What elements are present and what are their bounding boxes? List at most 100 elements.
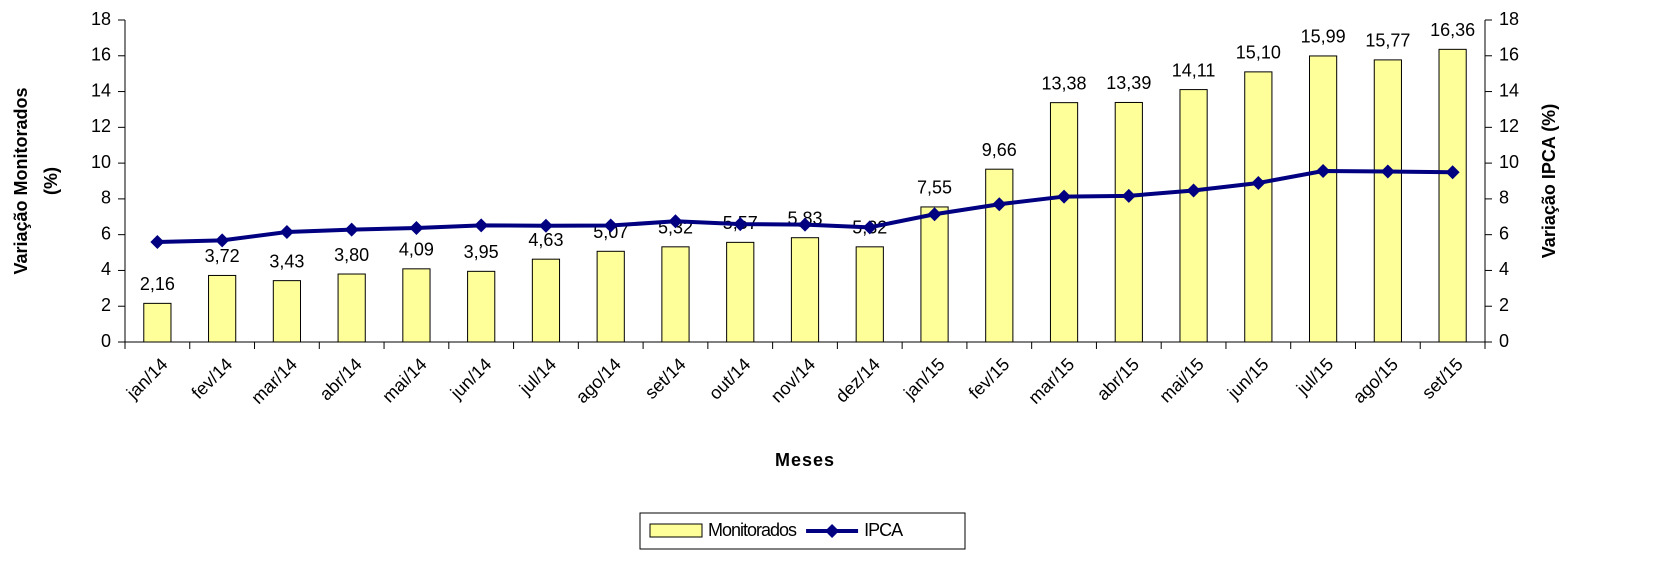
y-tick-label: 4 xyxy=(101,259,111,279)
value-label: 7,55 xyxy=(917,178,952,198)
marker xyxy=(992,197,1007,212)
value-label: 13,38 xyxy=(1042,73,1087,93)
y-tick-label: 8 xyxy=(101,188,111,208)
marker xyxy=(538,218,553,233)
y-tick-label: 0 xyxy=(101,331,111,351)
bar xyxy=(1179,89,1208,343)
value-label: 15,99 xyxy=(1301,27,1346,47)
value-label: 4,09 xyxy=(399,240,434,260)
y2-tick-label: 6 xyxy=(1499,223,1509,243)
x-tick-label: set/14 xyxy=(641,354,690,403)
bar xyxy=(1308,55,1338,343)
value-label: 14,11 xyxy=(1172,60,1216,80)
value-label: 3,95 xyxy=(464,242,499,262)
x-axis-title: Meses xyxy=(775,450,835,470)
y-tick-label: 18 xyxy=(91,9,111,29)
y2-tick-label: 16 xyxy=(1499,45,1519,65)
bar xyxy=(985,168,1014,343)
bar xyxy=(726,241,755,343)
y-tick-label: 16 xyxy=(91,45,111,65)
marker xyxy=(150,235,165,250)
x-tick-label: fev/14 xyxy=(188,354,237,403)
value-label: 13,39 xyxy=(1106,73,1151,93)
bar xyxy=(1373,59,1402,343)
x-tick-label: out/14 xyxy=(705,354,755,404)
value-label: 16,36 xyxy=(1430,20,1475,40)
value-label: 3,43 xyxy=(269,251,304,271)
x-tick-label: set/15 xyxy=(1418,354,1467,403)
y2-axis-title: Variação IPCA (%) xyxy=(1539,104,1559,258)
x-tick-label: jun/15 xyxy=(1223,354,1273,404)
marker xyxy=(409,221,424,236)
y2-tick-label: 12 xyxy=(1499,116,1519,136)
x-tick-label: abr/14 xyxy=(316,354,366,404)
bar xyxy=(1244,71,1273,343)
x-tick-label: ago/15 xyxy=(1349,354,1402,407)
x-tick-label: jul/15 xyxy=(1292,354,1337,399)
bar xyxy=(467,270,496,343)
legend: Monitorados IPCA xyxy=(639,512,966,550)
bar xyxy=(661,246,690,343)
x-tick-label: ago/14 xyxy=(572,354,625,407)
x-tick-label: abr/15 xyxy=(1093,354,1143,404)
x-tick-label: nov/14 xyxy=(767,354,819,406)
y2-tick-label: 8 xyxy=(1499,188,1509,208)
legend-swatch xyxy=(649,523,703,538)
y-tick-label: 10 xyxy=(91,152,111,172)
x-tick-label: dez/14 xyxy=(832,354,884,406)
marker xyxy=(862,220,877,235)
value-label: 3,72 xyxy=(205,246,240,266)
legend-marker xyxy=(825,524,840,538)
y2-tick-label: 10 xyxy=(1499,152,1519,172)
marker xyxy=(1121,188,1136,203)
bar xyxy=(790,237,820,343)
bar xyxy=(143,302,172,343)
y2-tick-label: 14 xyxy=(1499,80,1519,100)
marker xyxy=(279,224,294,239)
marker xyxy=(1380,164,1395,179)
marker xyxy=(1186,183,1201,198)
bar xyxy=(855,246,884,343)
bar xyxy=(596,250,625,343)
bar xyxy=(1438,48,1467,343)
bar xyxy=(1049,102,1079,343)
legend-label: Monitorados xyxy=(708,520,797,540)
marker xyxy=(1316,163,1331,178)
legend-box xyxy=(639,512,966,550)
marker xyxy=(603,218,618,233)
bar xyxy=(920,206,949,343)
marker xyxy=(474,218,489,233)
x-tick-label: jan/14 xyxy=(122,354,172,404)
value-label: 15,77 xyxy=(1365,31,1410,51)
bar xyxy=(402,268,431,343)
bar xyxy=(531,258,561,343)
value-label: 4,63 xyxy=(528,230,563,250)
bar xyxy=(337,273,366,343)
bar xyxy=(272,280,302,343)
y2-tick-label: 2 xyxy=(1499,295,1509,315)
y-tick-label: 6 xyxy=(101,223,111,243)
y2-tick-label: 0 xyxy=(1499,331,1509,351)
x-tick-label: mai/14 xyxy=(378,354,430,406)
marker xyxy=(1251,175,1266,190)
marker xyxy=(668,214,683,229)
marker xyxy=(927,207,942,222)
marker xyxy=(215,233,230,248)
value-label: 9,66 xyxy=(982,140,1017,160)
y-axis-title: Variação Monitorados (%) xyxy=(11,87,61,274)
x-tick-label: jul/14 xyxy=(515,354,560,399)
x-tick-label: jun/14 xyxy=(446,354,496,404)
y-tick-label: 2 xyxy=(101,295,111,315)
value-label: 15,10 xyxy=(1236,43,1281,63)
x-tick-label: fev/15 xyxy=(965,354,1014,403)
bar xyxy=(208,274,237,343)
marker xyxy=(1057,189,1072,204)
y2-tick-label: 4 xyxy=(1499,259,1509,279)
value-label: 3,80 xyxy=(334,245,369,265)
y-tick-label: 14 xyxy=(91,80,111,100)
marker xyxy=(344,222,359,237)
marker xyxy=(798,217,812,232)
legend-label: IPCA xyxy=(864,520,903,540)
x-tick-label: mai/15 xyxy=(1155,354,1207,406)
